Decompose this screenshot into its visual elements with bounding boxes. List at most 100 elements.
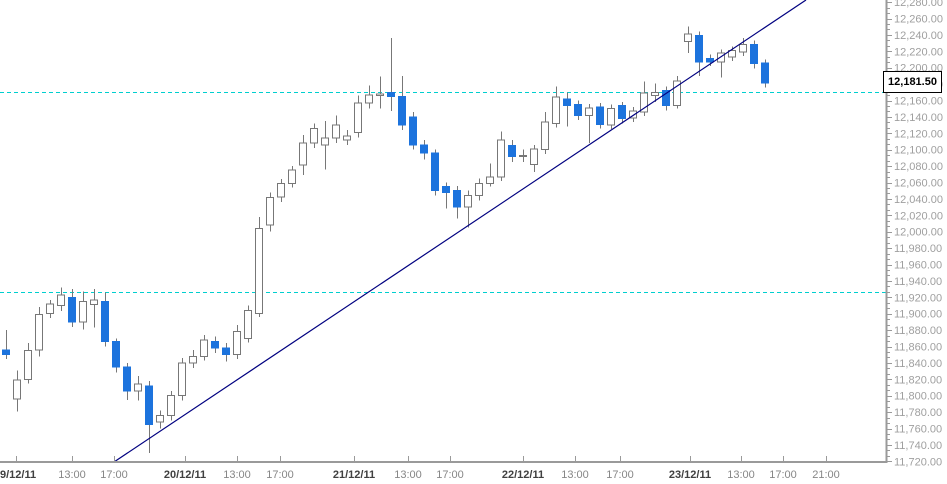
candle-body-up (354, 102, 362, 133)
candle-body-up (35, 314, 43, 351)
candle (728, 46, 736, 62)
price-axis-label: 12,020.00 (894, 210, 943, 222)
candle-body-up (365, 94, 373, 104)
candle (398, 75, 406, 130)
candle (332, 115, 340, 144)
candle (530, 144, 538, 172)
candle (497, 131, 505, 181)
time-axis-label: 21:00 (812, 469, 840, 481)
candle (167, 390, 175, 421)
candle (79, 291, 87, 330)
price-axis-label: 12,000.00 (894, 227, 943, 239)
candle (200, 335, 208, 361)
candle (585, 103, 593, 144)
candle-body-up (739, 44, 747, 53)
price-axis-label: 11,720.00 (894, 456, 942, 468)
candle (46, 299, 54, 318)
candle-body-up (46, 303, 54, 315)
price-axis-label: 11,980.00 (894, 243, 942, 255)
candle (134, 376, 142, 401)
candle-body-up (728, 50, 736, 58)
candle (189, 349, 197, 368)
time-axis-label: 13:00 (58, 469, 86, 481)
candle (57, 287, 65, 312)
time-axis-date-label: 21/12/11 (333, 469, 375, 481)
candle (651, 83, 659, 103)
price-axis-label: 12,120.00 (894, 128, 943, 140)
price-axis-label: 12,280.00 (894, 0, 943, 9)
candle-body-down (101, 300, 109, 343)
candle (508, 139, 516, 162)
candle-body-down (662, 90, 670, 106)
candle (145, 380, 153, 454)
candle-body-down (222, 347, 230, 356)
price-axis-label: 12,040.00 (894, 194, 943, 206)
candle-body-down (508, 145, 516, 157)
candle (288, 166, 296, 188)
price-axis-label: 12,160.00 (894, 96, 943, 108)
candle (574, 100, 582, 121)
candle-body-up (332, 124, 340, 139)
candle (178, 358, 186, 401)
trendline[interactable] (113, 0, 807, 463)
candle (156, 410, 164, 429)
candle (750, 40, 758, 69)
price-axis-label: 11,940.00 (894, 276, 942, 288)
candle-body-down (618, 104, 626, 120)
price-axis-label: 12,260.00 (894, 14, 943, 26)
candle (717, 49, 725, 78)
candle (101, 292, 109, 347)
candle-body-up (299, 142, 307, 166)
price-axis-label: 11,920.00 (894, 292, 942, 304)
price-axis-label: 11,840.00 (894, 358, 942, 370)
candle (24, 343, 32, 384)
candle-body-up (552, 96, 560, 124)
current-price-tag: 12,181.50 (883, 71, 942, 93)
candle-body-up (288, 169, 296, 184)
candle (90, 289, 98, 328)
candle (563, 92, 571, 127)
candle (541, 112, 549, 154)
candle-body-down (409, 116, 417, 146)
price-axis-label: 12,060.00 (894, 178, 943, 190)
candle-body-down (387, 91, 395, 97)
candle (640, 81, 648, 117)
time-axis-label: 17:00 (436, 469, 464, 481)
candle-body-down (442, 186, 450, 193)
candle (365, 85, 373, 109)
candle (618, 102, 626, 124)
price-axis-label: 11,820.00 (894, 374, 942, 386)
time-axis-label: 17:00 (266, 469, 294, 481)
candle (486, 163, 494, 187)
candle-body-down (398, 95, 406, 126)
time-axis-date-label: 22/12/11 (502, 469, 544, 481)
time-axis-date-label: 20/12/11 (164, 469, 206, 481)
candle (211, 336, 219, 354)
candle-body-up (244, 309, 252, 339)
candle-body-down (750, 44, 758, 65)
candle-body-up (376, 93, 384, 97)
price-axis-label: 12,220.00 (894, 46, 943, 58)
candle-body-up (57, 294, 65, 306)
price-axis-label: 11,900.00 (894, 309, 942, 321)
candle-body-up (541, 121, 549, 151)
candle-body-up (167, 395, 175, 416)
candle-body-down (211, 341, 219, 349)
candle-body-up (530, 148, 538, 165)
time-axis-label: 17:00 (100, 469, 128, 481)
candle (266, 192, 274, 232)
candle (233, 325, 241, 359)
candle (596, 103, 604, 129)
candle (607, 104, 615, 130)
candle (321, 121, 329, 170)
time-axis-label: 13:00 (394, 469, 422, 481)
candle (761, 59, 769, 88)
candle-body-up (233, 331, 241, 356)
candle (35, 307, 43, 357)
price-axis-label: 11,960.00 (894, 260, 942, 272)
candle-body-up (200, 339, 208, 357)
price-axis-label: 11,740.00 (894, 440, 942, 452)
candle (409, 112, 417, 150)
